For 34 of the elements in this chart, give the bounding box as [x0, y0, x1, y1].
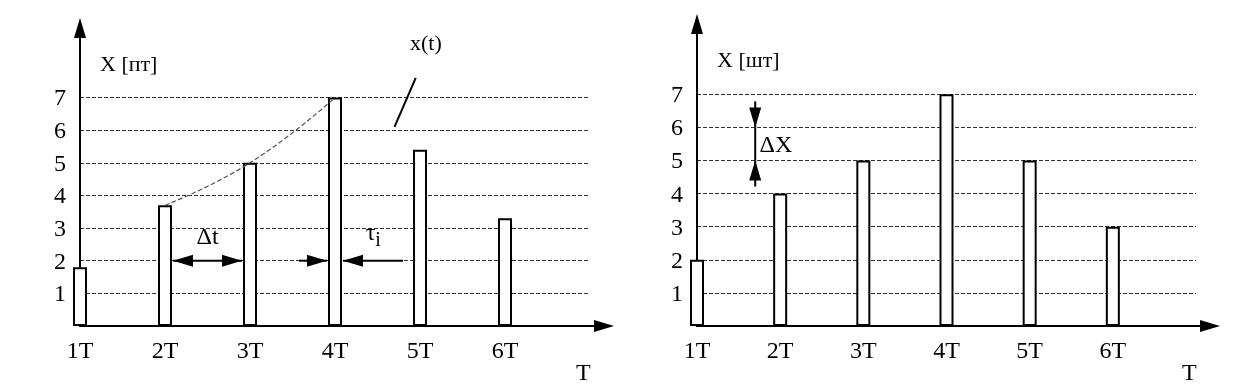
annotation: ΔX: [759, 130, 793, 158]
y-axis-title: X [шт]: [717, 46, 780, 72]
x-axis-title: T: [1182, 359, 1197, 384]
x-tick-label: 5T: [406, 337, 434, 363]
y-tick-label: 7: [54, 84, 66, 111]
annotation: τ$_{i}$: [365, 218, 381, 251]
x-tick-label: 4T: [933, 337, 961, 363]
annotation: Δt: [196, 222, 219, 250]
x-tick-label: 3T: [236, 337, 264, 363]
y-tick-label: 7: [671, 81, 683, 108]
y-tick-label: 4: [671, 180, 683, 207]
y-tick-label: 5: [671, 147, 683, 174]
x-axis-title: T: [576, 359, 591, 384]
x-tick-label: 4T: [321, 337, 349, 363]
y-tick-label: 5: [54, 149, 66, 176]
y-tick-label: 2: [671, 246, 683, 273]
y-tick-label: 3: [671, 213, 683, 240]
x-tick-label: 6T: [1099, 337, 1127, 363]
y-tick-label: 1: [54, 280, 66, 307]
y-tick-label: 6: [54, 117, 66, 144]
y-tick-label: 2: [54, 247, 66, 274]
x-tick-label: 6T: [491, 337, 519, 363]
y-tick-label: 4: [54, 182, 66, 209]
y-tick-label: 1: [671, 279, 683, 306]
text: x(t): [410, 29, 442, 55]
x-tick-label: 5T: [1016, 337, 1044, 363]
y-axis-title: X [пт]: [100, 50, 158, 76]
x-tick-label: 1T: [683, 337, 711, 363]
x-tick-label: 3T: [850, 337, 877, 363]
x-tick-label: 2T: [151, 337, 179, 363]
x-tick-label: 1T: [66, 337, 94, 363]
x-tick-label: 2T: [766, 337, 794, 363]
y-tick-label: 3: [54, 215, 66, 242]
y-tick-label: 6: [671, 114, 683, 141]
